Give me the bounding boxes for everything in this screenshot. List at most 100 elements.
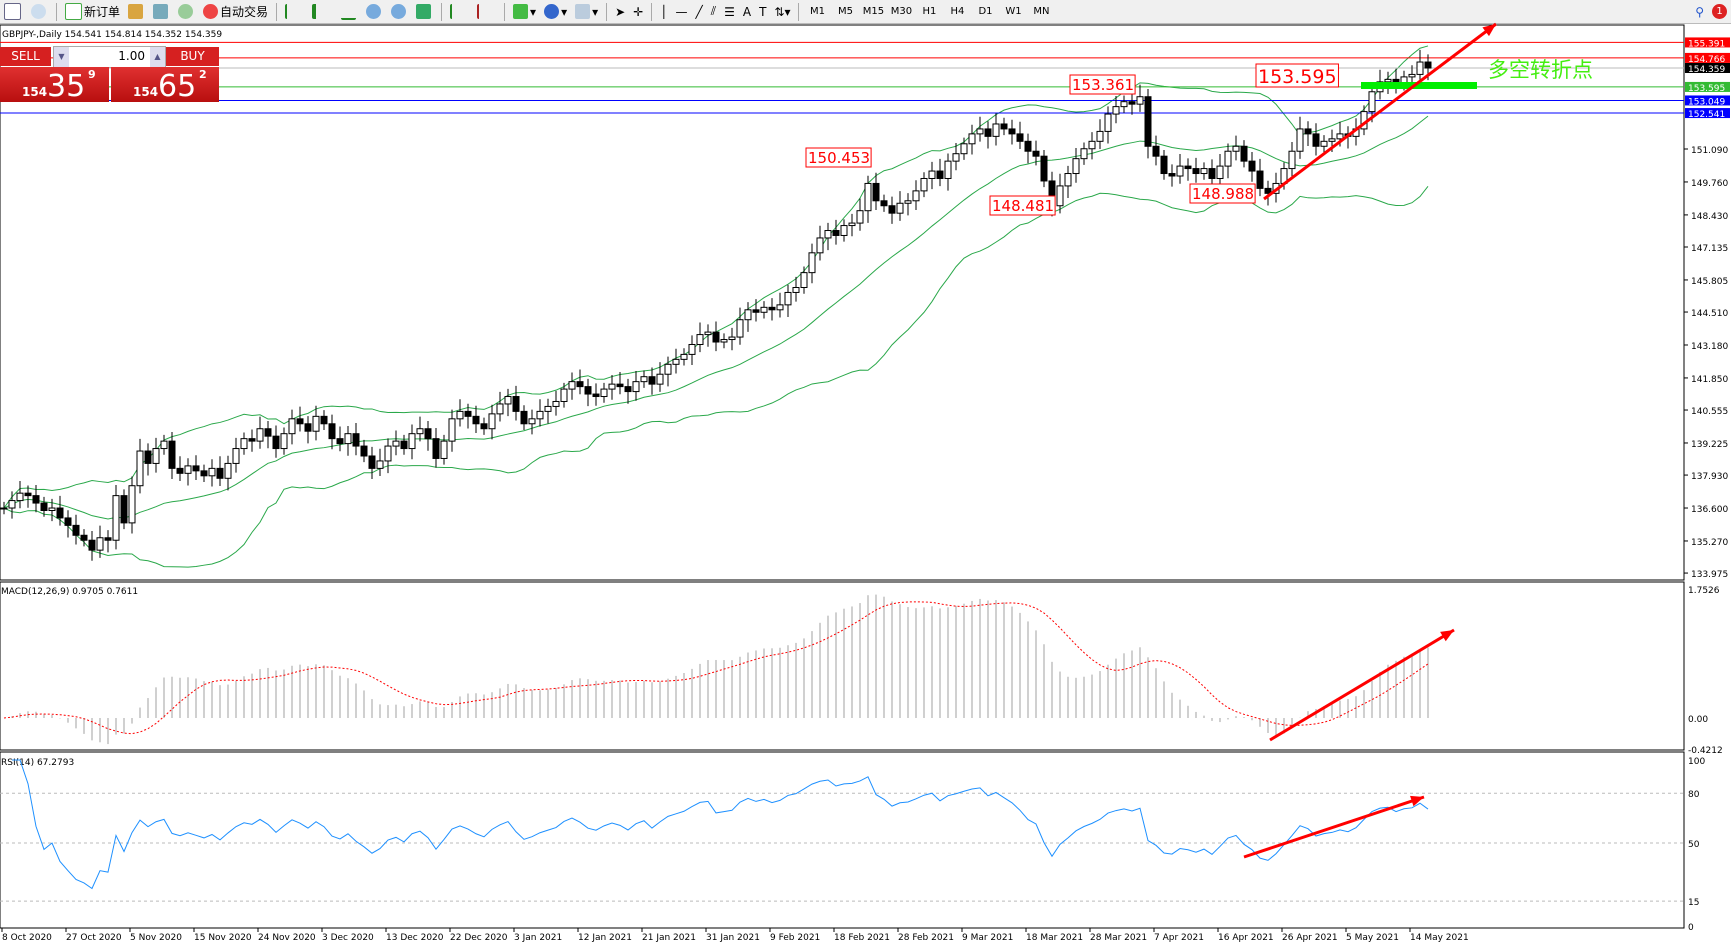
candlestick-button[interactable] — [309, 1, 336, 22]
candle-body — [728, 336, 736, 341]
candle-body — [320, 415, 328, 425]
new-order-button[interactable]: 新订单 — [62, 1, 123, 22]
crosshair-button[interactable]: ✛ — [630, 1, 646, 22]
candle-body — [952, 153, 960, 162]
trendline-button[interactable]: ╱ — [692, 1, 705, 22]
candle-body — [208, 467, 216, 477]
periods-button[interactable]: ▾ — [541, 1, 570, 22]
search-button[interactable]: ⚲ — [1692, 1, 1707, 22]
candle-body — [136, 450, 144, 487]
price-axis-label: 139.225 — [1691, 440, 1728, 450]
candle-body — [1056, 185, 1064, 207]
fibonacci-button[interactable]: ☰ — [721, 1, 738, 22]
price-axis-label: 144.510 — [1691, 309, 1728, 319]
cursor-button[interactable]: ➤ — [612, 1, 628, 22]
lot-size-stepper[interactable]: ▼ 1.00 ▲ — [53, 46, 166, 68]
candle-body — [1200, 168, 1208, 175]
terminal-button[interactable] — [150, 1, 173, 22]
main-pane[interactable] — [0, 24, 1685, 581]
period-h1[interactable]: H1 — [922, 6, 937, 17]
buy-price[interactable]: 154 65 2 — [111, 67, 219, 104]
rsi-line — [12, 759, 1429, 890]
buy-button[interactable]: BUY — [166, 47, 219, 66]
period-m15[interactable]: M15 — [862, 6, 885, 17]
bar-chart-button[interactable] — [282, 1, 307, 22]
macd-axis-label: 1.7526 — [1688, 586, 1720, 596]
zoom-in-icon — [366, 4, 382, 19]
indicators-button[interactable]: ▾ — [510, 1, 539, 22]
candle-body — [312, 415, 320, 432]
rsi-pane[interactable] — [0, 751, 1685, 929]
line-chart-button[interactable] — [338, 1, 361, 22]
candle-body — [536, 410, 544, 420]
arrow-icon: ⇅▾ — [774, 4, 791, 19]
candle-body — [48, 507, 56, 511]
candle-body — [736, 319, 744, 338]
candle-body — [232, 448, 240, 464]
price-label: 148.988 — [1192, 185, 1254, 203]
tile-windows-button[interactable] — [413, 1, 436, 22]
zoom-window-button[interactable] — [28, 1, 51, 22]
candle-body — [8, 500, 16, 509]
period-h4[interactable]: H4 — [950, 6, 965, 17]
vertical-line-button[interactable]: │ — [657, 1, 670, 22]
period-w1[interactable]: W1 — [1005, 6, 1022, 17]
sell-price[interactable]: 154 35 9 — [0, 67, 109, 104]
candle-body — [192, 465, 200, 472]
text-label-button[interactable]: T — [756, 1, 769, 22]
sell-price-fraction: 9 — [88, 68, 96, 81]
date-axis-label: 15 Nov 2020 — [194, 933, 252, 943]
candle-body — [416, 428, 424, 435]
channel-button[interactable]: ⫽ — [708, 1, 719, 22]
candle-body — [872, 182, 880, 202]
rsi-axis-label: 100 — [1688, 757, 1705, 767]
candle-body — [1408, 73, 1416, 78]
sell-button[interactable]: SELL — [0, 47, 51, 66]
candle-body — [144, 450, 152, 464]
candle-body — [1032, 150, 1040, 157]
templates-button[interactable]: ▾ — [572, 1, 601, 22]
auto-trading-button[interactable]: 自动交易 — [200, 1, 271, 22]
candle-body — [904, 200, 912, 204]
date-axis-label: 14 May 2021 — [1410, 933, 1469, 943]
increase-lot-icon[interactable]: ▲ — [150, 47, 165, 67]
signals-button[interactable] — [175, 1, 198, 22]
period-m1[interactable]: M1 — [809, 6, 825, 17]
date-axis-label: 9 Mar 2021 — [962, 933, 1013, 943]
price-axis-label: 137.930 — [1691, 472, 1728, 482]
macd-pane[interactable] — [0, 581, 1685, 751]
history-button[interactable] — [125, 1, 148, 22]
period-mn[interactable]: MN — [1033, 6, 1050, 17]
zoom-in-button[interactable] — [363, 1, 386, 22]
date-axis-label: 3 Jan 2021 — [514, 933, 562, 943]
chart-shift-button[interactable] — [474, 1, 499, 22]
candle-body — [560, 388, 568, 402]
divider — [798, 2, 800, 21]
zoom-out-button[interactable] — [388, 1, 411, 22]
arrows-button[interactable]: ⇅▾ — [771, 1, 793, 22]
rsi-label: RSI(14) 67.2793 — [1, 758, 74, 768]
candle-body — [384, 445, 392, 462]
period-m30[interactable]: M30 — [890, 6, 913, 17]
period-d1[interactable]: D1 — [978, 6, 993, 17]
date-axis-label: 7 Apr 2021 — [1154, 933, 1204, 943]
auto-scroll-button[interactable] — [447, 1, 472, 22]
period-m5[interactable]: M5 — [837, 6, 853, 17]
candle-body — [120, 495, 128, 524]
candle-body — [72, 524, 80, 536]
divider — [276, 2, 278, 21]
lot-size-value[interactable]: 1.00 — [118, 49, 145, 63]
candle-body — [544, 405, 552, 412]
decrease-lot-icon[interactable]: ▼ — [54, 47, 69, 67]
candle-body — [40, 502, 48, 511]
signal-icon — [178, 4, 194, 19]
price-level-tag — [1685, 81, 1730, 92]
horizontal-line-button[interactable]: — — [672, 1, 690, 22]
text-button[interactable]: A — [740, 1, 754, 22]
notifications-button[interactable]: 1 — [1709, 1, 1730, 22]
macd-signal-line — [3, 601, 1429, 735]
candle-body — [1080, 148, 1088, 160]
new-chart-button[interactable] — [1, 1, 26, 22]
search-icon: ⚲ — [1695, 4, 1704, 19]
